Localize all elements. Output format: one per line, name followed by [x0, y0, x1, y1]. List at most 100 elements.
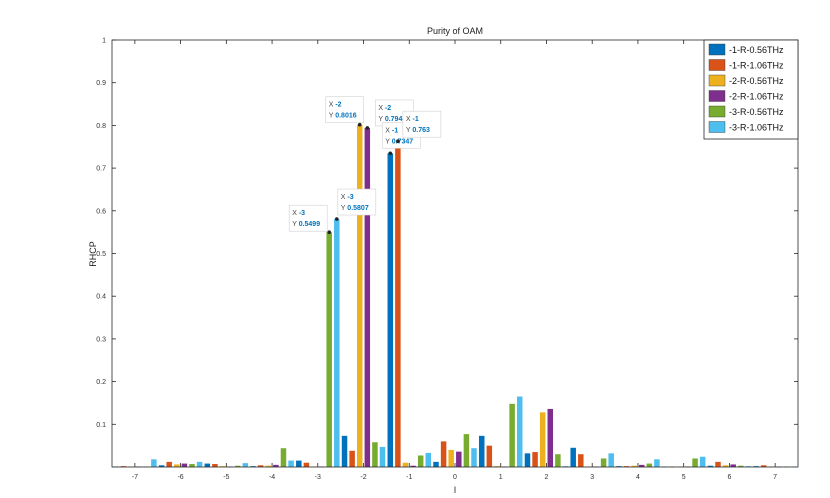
bar[interactable] [334, 219, 340, 467]
datatip[interactable]: X -3 Y 0.5807 [335, 188, 377, 221]
bar[interactable] [296, 460, 302, 467]
legend-entry-label: -2-R-0.56THz [729, 76, 784, 86]
datatip-box [337, 188, 377, 216]
datatip-marker [365, 126, 370, 130]
bar[interactable] [616, 466, 622, 467]
bar[interactable] [715, 461, 721, 467]
bar[interactable] [387, 153, 394, 467]
legend-entry-label: -1-R-0.56THz [729, 45, 784, 55]
bar[interactable] [379, 446, 386, 467]
datatip-x-value: -2 [335, 102, 341, 109]
bar[interactable] [234, 465, 241, 467]
bar[interactable] [326, 232, 332, 467]
y-tick-label: 0.8 [96, 123, 106, 130]
datatip-y-label: Y [329, 113, 336, 120]
bar[interactable] [356, 124, 363, 467]
bar[interactable] [189, 464, 195, 467]
bar[interactable] [570, 447, 576, 467]
bar[interactable] [646, 463, 653, 467]
datatip-y: Y 0.5499 [292, 221, 320, 228]
bar[interactable] [151, 459, 157, 467]
datatip-marker [357, 122, 362, 127]
bar[interactable] [722, 465, 729, 467]
bar[interactable] [486, 445, 493, 467]
datatip-x: X -2 [329, 102, 342, 109]
bar[interactable] [196, 461, 203, 467]
bar[interactable] [494, 466, 500, 467]
bar[interactable] [402, 462, 409, 467]
bar[interactable] [478, 435, 485, 467]
bar[interactable] [471, 448, 477, 467]
bar[interactable] [456, 451, 462, 467]
legend-swatch [708, 121, 726, 133]
bar[interactable] [425, 452, 432, 467]
bar[interactable] [600, 458, 607, 467]
bar[interactable] [509, 403, 515, 467]
bar[interactable] [364, 127, 371, 468]
bar[interactable] [654, 459, 660, 467]
bar[interactable] [532, 452, 538, 467]
datatip[interactable]: X -2 Y 0.8016 [325, 96, 365, 127]
y-tick-label: 0.6 [96, 208, 106, 215]
legend[interactable]: -1-R-0.56THz -1-R-1.06THz -2-R-0.56THz -2-R… [703, 39, 799, 140]
bar[interactable] [699, 456, 706, 467]
bar[interactable] [631, 465, 637, 467]
bar[interactable] [166, 461, 172, 467]
bar[interactable] [341, 435, 348, 467]
bar[interactable] [440, 441, 447, 467]
datatip-y-label: Y [341, 205, 348, 212]
bar[interactable] [158, 465, 165, 467]
bar[interactable] [120, 466, 127, 467]
datatip[interactable]: X -1 Y 0.763 [396, 110, 442, 143]
datatip-x: X -2 [378, 105, 391, 112]
bar[interactable] [288, 460, 294, 467]
legend-entry-label: -3-R-1.06THz [729, 123, 784, 133]
bar[interactable] [303, 462, 310, 467]
bar[interactable] [516, 396, 523, 467]
bar[interactable] [738, 465, 744, 467]
bar[interactable] [410, 465, 416, 467]
x-tick-label: -7 [132, 474, 138, 481]
bar[interactable] [250, 466, 256, 467]
bar[interactable] [555, 454, 561, 467]
bar[interactable] [448, 449, 454, 467]
bar[interactable] [242, 463, 249, 467]
bar[interactable] [433, 461, 439, 467]
bar[interactable] [539, 412, 546, 467]
bar[interactable] [623, 466, 630, 467]
bar[interactable] [372, 442, 378, 467]
legend-entry-label: -2-R-1.06THz [729, 92, 784, 102]
bar[interactable] [760, 465, 767, 467]
bar[interactable] [463, 434, 470, 467]
bar[interactable] [273, 464, 279, 467]
bar[interactable] [417, 455, 424, 467]
bar[interactable] [578, 454, 584, 467]
x-tick-label: 5 [682, 474, 686, 481]
bar[interactable] [753, 466, 759, 467]
bar[interactable] [265, 465, 272, 467]
datatip-x-label: X [385, 127, 392, 134]
bar[interactable] [395, 141, 401, 467]
datatip[interactable]: X -3Y 0.5499 [288, 204, 332, 234]
bar[interactable] [204, 463, 211, 467]
bar[interactable] [212, 464, 218, 467]
bar[interactable] [730, 464, 736, 467]
bar[interactable] [257, 465, 264, 467]
bar[interactable] [638, 464, 645, 467]
datatip-y-label: Y [406, 127, 413, 134]
bar[interactable] [219, 466, 226, 467]
bar[interactable] [547, 408, 554, 467]
bar[interactable] [707, 465, 714, 467]
bar[interactable] [524, 453, 531, 467]
x-tick-label: -2 [360, 474, 366, 481]
x-tick-label: -6 [177, 474, 183, 481]
bar[interactable] [174, 464, 180, 467]
bar[interactable] [745, 466, 752, 467]
y-tick-label: 0.5 [96, 251, 106, 258]
bar[interactable] [562, 466, 569, 467]
bar[interactable] [280, 448, 287, 467]
bar[interactable] [692, 458, 698, 467]
bar[interactable] [349, 450, 355, 467]
bar[interactable] [608, 453, 614, 467]
bar[interactable] [181, 463, 188, 467]
